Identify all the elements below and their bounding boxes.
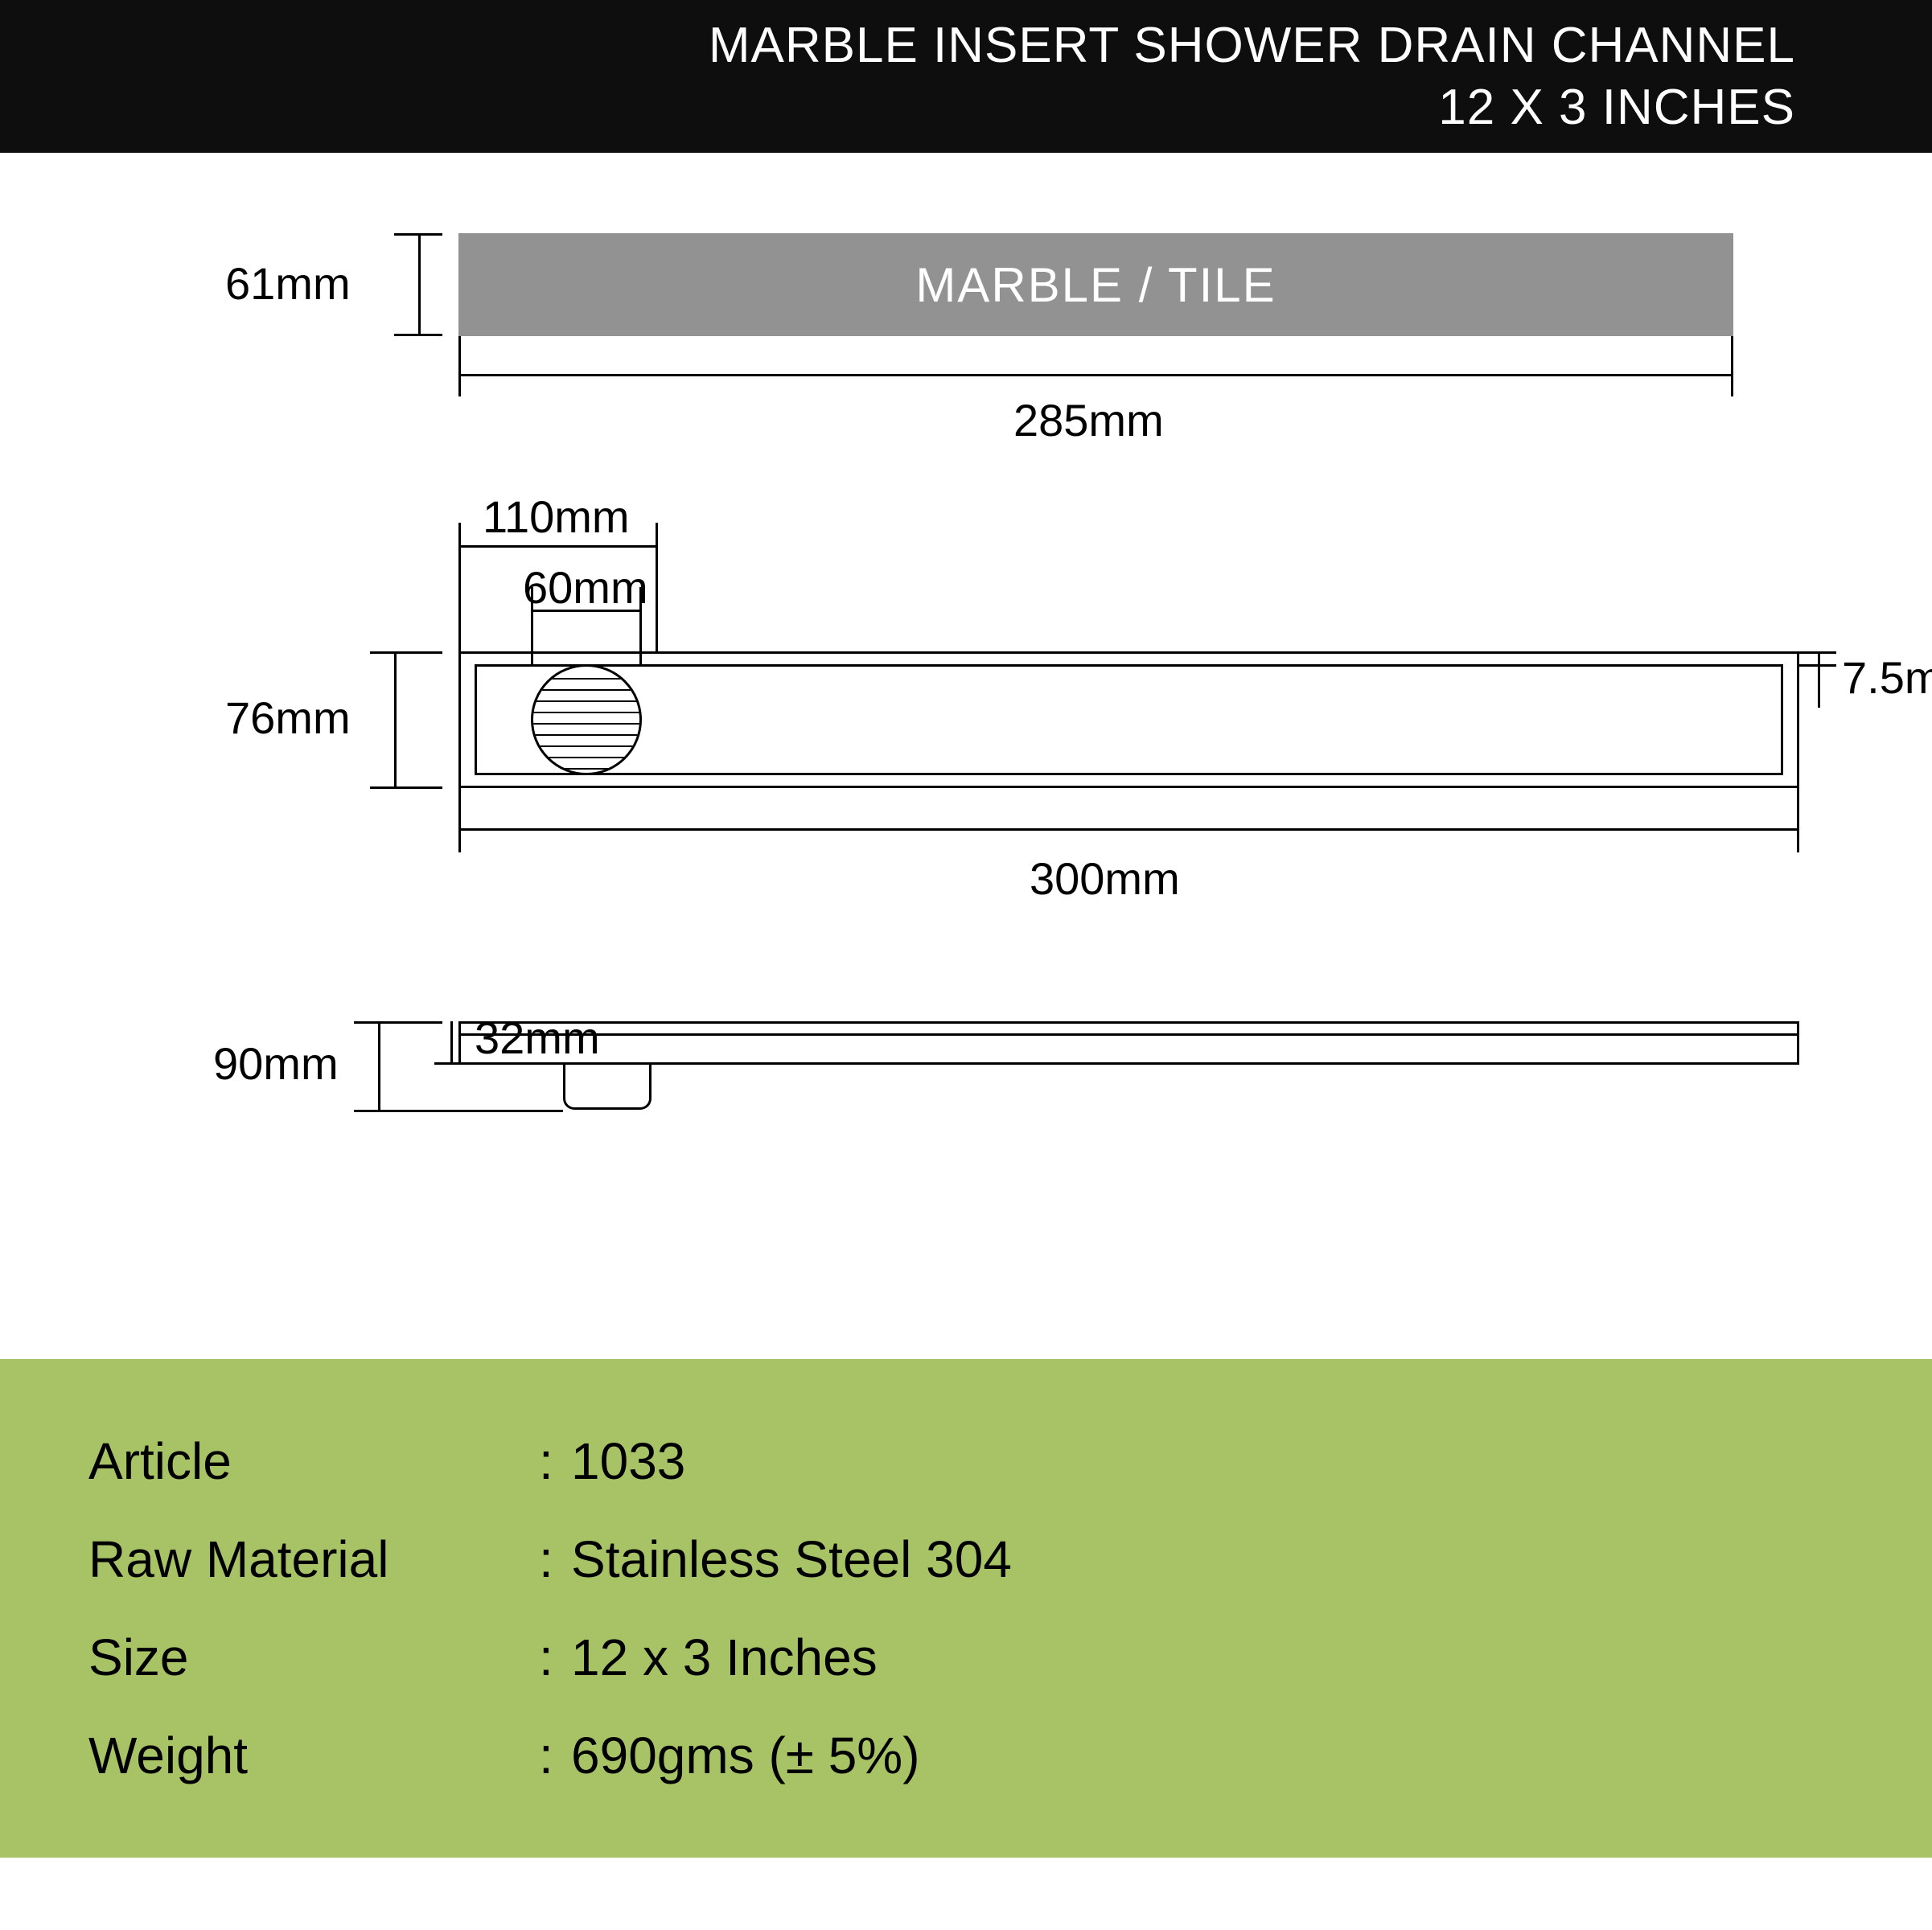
spec-key: Article [88, 1431, 539, 1491]
dim-line [378, 1021, 380, 1112]
spec-value: 12 x 3 Inches [571, 1628, 878, 1687]
spec-colon: : [539, 1628, 571, 1687]
spec-value: 1033 [571, 1431, 685, 1491]
dim-label-110mm: 110mm [483, 491, 630, 543]
dim-line [394, 651, 397, 788]
spec-row: Size : 12 x 3 Inches [88, 1628, 1932, 1687]
spec-row: Article : 1033 [88, 1431, 1932, 1491]
dim-line [418, 233, 421, 336]
dim-label-285mm: 285mm [1013, 394, 1164, 446]
header-subtitle: 12 X 3 INCHES [1438, 79, 1795, 136]
dim-tick [370, 651, 442, 654]
dim-label-7p5mm: 7.5mm [1842, 651, 1932, 704]
tile-insert-rect: MARBLE / TILE [458, 233, 1733, 336]
dim-tick [1799, 651, 1836, 654]
channel-inner-rect [475, 664, 1783, 775]
header-bar: MARBLE INSERT SHOWER DRAIN CHANNEL 12 X … [0, 0, 1932, 153]
dim-line [450, 1021, 453, 1065]
spec-row: Raw Material : Stainless Steel 304 [88, 1530, 1932, 1589]
spec-key: Size [88, 1628, 539, 1687]
spec-colon: : [539, 1431, 571, 1491]
dim-tick [458, 336, 461, 396]
dim-label-32mm: 32mm [475, 1012, 600, 1064]
dim-label-61mm: 61mm [225, 257, 351, 310]
dim-tick [656, 523, 658, 651]
dim-line [458, 374, 1733, 376]
dim-line [458, 545, 658, 548]
dim-tick [370, 786, 442, 789]
technical-diagram: MARBLE / TILE 61mm 285mm 76mm 7.5mm 300m… [0, 153, 1932, 1359]
dim-label-76mm: 76mm [225, 692, 351, 744]
dim-label-300mm: 300mm [1030, 852, 1180, 905]
dim-tick [434, 1062, 467, 1065]
dim-label-90mm: 90mm [213, 1037, 339, 1090]
header-title: MARBLE INSERT SHOWER DRAIN CHANNEL [709, 17, 1795, 74]
spec-key: Raw Material [88, 1530, 539, 1589]
dim-tick [1731, 336, 1733, 396]
spec-colon: : [539, 1726, 571, 1785]
spec-colon: : [539, 1530, 571, 1589]
dim-tick [354, 1110, 563, 1112]
spec-value: 690gms (± 5%) [571, 1726, 920, 1785]
spec-panel: Article : 1033 Raw Material : Stainless … [0, 1359, 1932, 1858]
dim-tick [458, 523, 461, 651]
dim-tick [1799, 664, 1836, 667]
channel-side-inner-line [458, 1033, 1799, 1036]
tile-label: MARBLE / TILE [915, 257, 1276, 313]
spec-row: Weight : 690gms (± 5%) [88, 1726, 1932, 1785]
channel-side-rect [458, 1021, 1799, 1065]
dim-line [1818, 651, 1820, 708]
dim-tick [458, 788, 461, 852]
spec-value: Stainless Steel 304 [571, 1530, 1012, 1589]
drain-stub [563, 1065, 652, 1110]
dim-tick [1797, 788, 1799, 852]
dim-tick [354, 1021, 442, 1024]
dim-line [458, 828, 1799, 831]
drain-circle [531, 664, 642, 775]
dim-label-60mm: 60mm [523, 561, 648, 614]
spec-key: Weight [88, 1726, 539, 1785]
